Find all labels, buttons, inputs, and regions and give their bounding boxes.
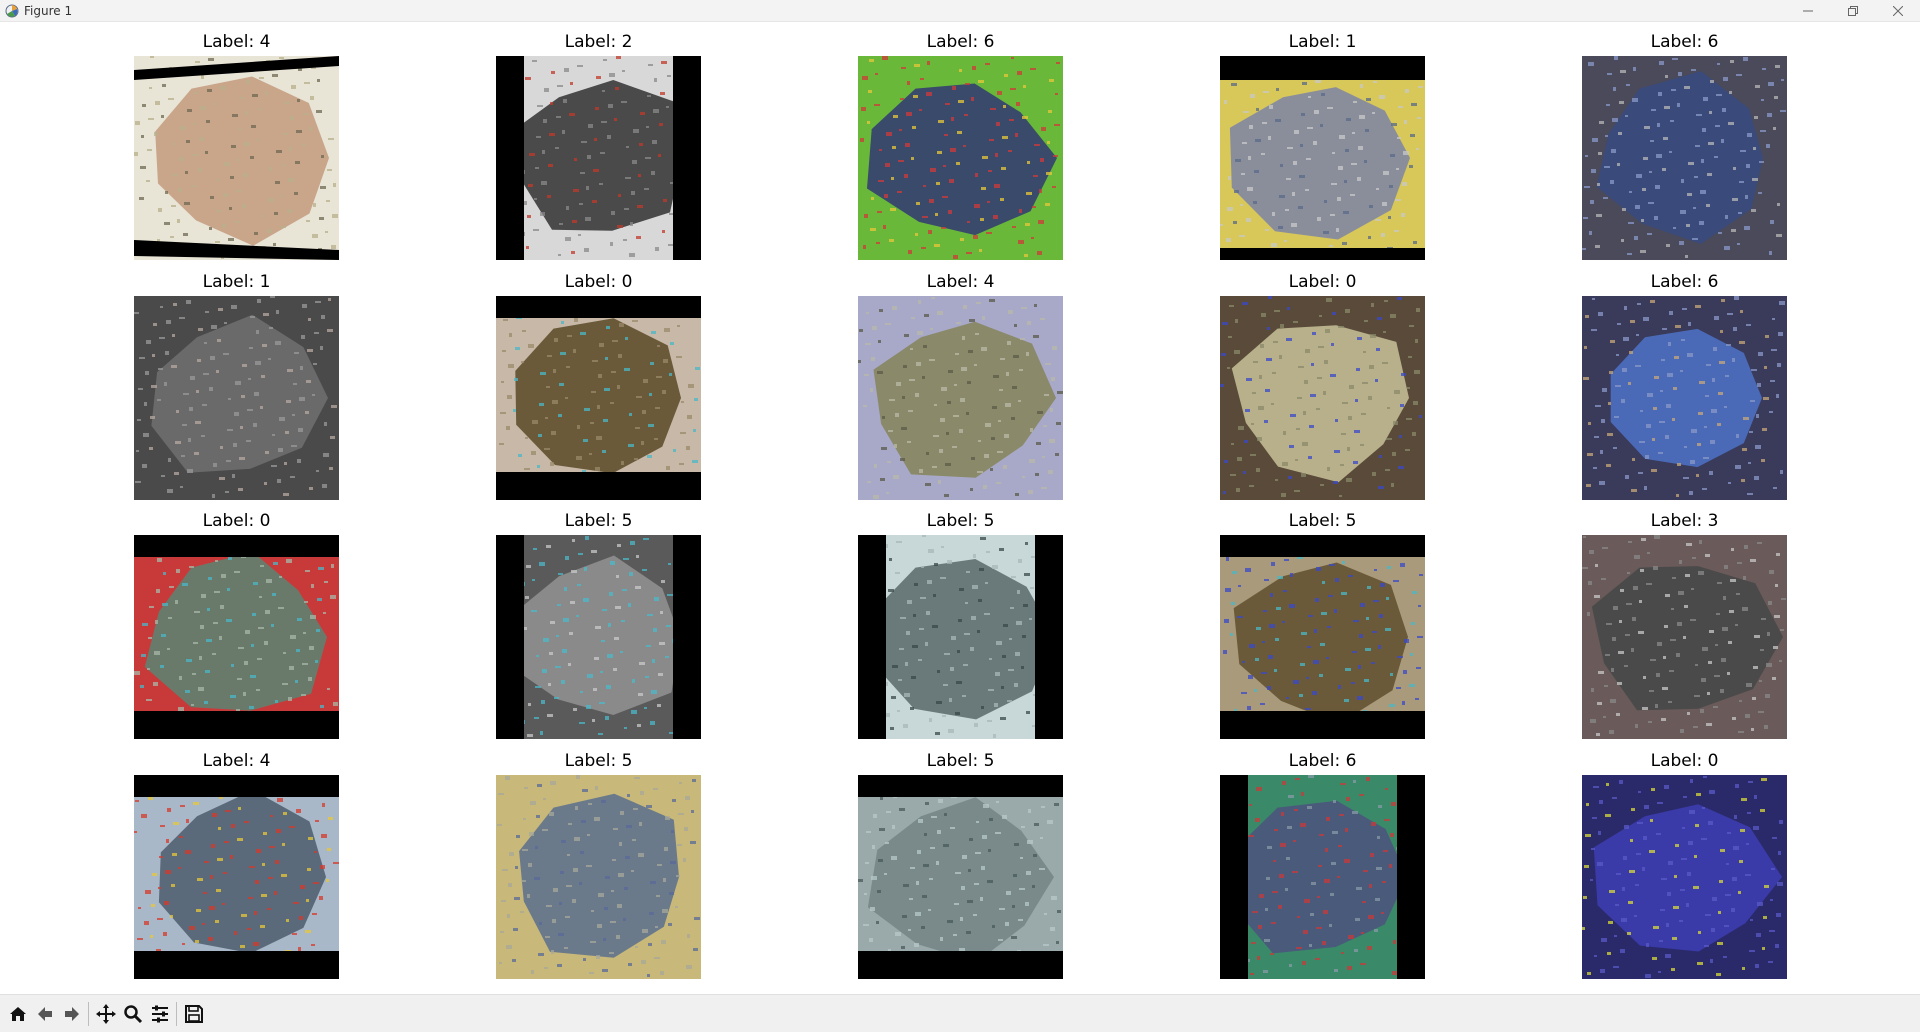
rock-image	[134, 56, 339, 260]
subplot-title: Label: 1	[1288, 32, 1357, 52]
subplot-title: Label: 0	[202, 511, 271, 531]
forward-icon	[64, 1006, 79, 1021]
rock-image	[134, 296, 339, 500]
pan-icon	[95, 1003, 116, 1024]
subplot-title: Label: 5	[926, 751, 995, 771]
save-button[interactable]	[180, 999, 207, 1029]
zoom-button[interactable]	[119, 999, 146, 1029]
subplot-title: Label: 4	[926, 272, 995, 292]
rock-image	[858, 296, 1063, 500]
subplot-title: Label: 6	[1650, 32, 1719, 52]
restore-icon	[1847, 6, 1858, 16]
back-icon	[37, 1006, 52, 1021]
toolbar-separator	[88, 1001, 89, 1026]
subplot-title: Label: 5	[564, 751, 633, 771]
rock-image	[496, 296, 701, 500]
back-button[interactable]	[31, 999, 58, 1029]
window-title: Figure 1	[24, 3, 73, 18]
home-button[interactable]	[4, 999, 31, 1029]
rock-image	[858, 535, 1063, 739]
subplot-title: Label: 1	[202, 272, 271, 292]
rock-image	[858, 56, 1063, 260]
rock-image	[1220, 535, 1425, 739]
subplot-title: Label: 2	[564, 32, 633, 52]
window-titlebar: Figure 1	[0, 0, 1920, 22]
rock-image	[496, 56, 701, 260]
subplot-title: Label: 3	[1650, 511, 1719, 531]
subplot-title: Label: 5	[1288, 511, 1357, 531]
toolbar-separator	[176, 1001, 177, 1026]
rock-image	[134, 775, 339, 979]
figure-canvas[interactable]: Label: 4 Label: 2 Label: 6 Label: 1 Label: 6…	[0, 22, 1920, 994]
zoom-icon	[123, 1004, 142, 1023]
restore-button[interactable]	[1830, 0, 1875, 22]
close-icon	[1892, 6, 1903, 16]
rock-image	[1582, 775, 1787, 979]
subplot-title: Label: 5	[926, 511, 995, 531]
subplot-title: Label: 0	[564, 272, 633, 292]
subplot-title: Label: 4	[202, 32, 271, 52]
navigation-toolbar	[0, 994, 1920, 1032]
forward-button[interactable]	[58, 999, 85, 1029]
subplot-title: Label: 4	[202, 751, 271, 771]
rock-image	[496, 775, 701, 979]
save-icon	[184, 1004, 203, 1023]
rock-image	[1220, 775, 1425, 979]
pan-button[interactable]	[92, 999, 119, 1029]
subplot-title: Label: 6	[926, 32, 995, 52]
minimize-button[interactable]	[1785, 0, 1830, 22]
subplot-title: Label: 5	[564, 511, 633, 531]
configure-subplots-icon	[151, 1005, 168, 1022]
home-icon	[9, 1006, 26, 1021]
rock-image	[1582, 535, 1787, 739]
minimize-icon	[1802, 10, 1813, 12]
subplot-title: Label: 6	[1288, 751, 1357, 771]
subplot-title: Label: 0	[1288, 272, 1357, 292]
configure-subplots-button[interactable]	[146, 999, 173, 1029]
matplotlib-icon	[4, 3, 20, 19]
rock-image	[1582, 56, 1787, 260]
rock-image	[134, 535, 339, 739]
rock-image	[858, 775, 1063, 979]
subplot-title: Label: 0	[1650, 751, 1719, 771]
rock-image	[1220, 296, 1425, 500]
rock-image	[496, 535, 701, 739]
rock-image	[1220, 56, 1425, 260]
close-button[interactable]	[1875, 0, 1920, 22]
subplot-title: Label: 6	[1650, 272, 1719, 292]
rock-image	[1582, 296, 1787, 500]
